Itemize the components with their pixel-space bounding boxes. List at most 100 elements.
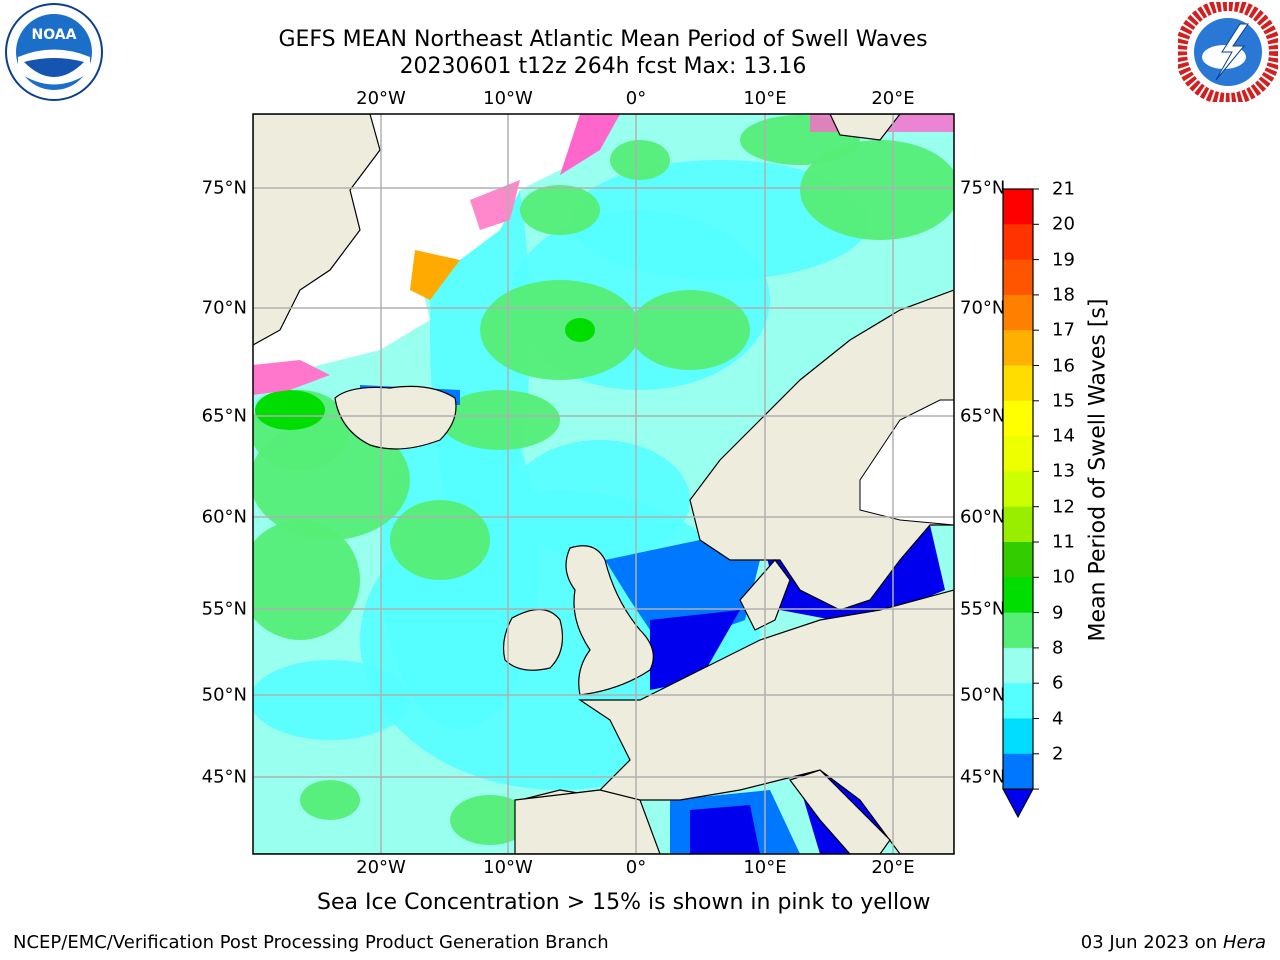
right-lat-tick: 70°N	[960, 297, 1006, 319]
swell-green-patch	[390, 500, 490, 580]
swell-cyan-patch	[570, 160, 870, 280]
swell-green-patch	[450, 795, 530, 845]
scandinavia	[689, 289, 954, 611]
left-lat-tick: 60°N	[201, 506, 247, 528]
colorbar-segment	[1003, 189, 1033, 225]
colorbar-tick-label: 19	[1052, 249, 1075, 271]
colorbar-tick-label: 10	[1052, 566, 1075, 588]
colorbar-tick-label: 14	[1052, 425, 1075, 447]
med-deep-blue	[690, 805, 760, 854]
swell-green-patch	[520, 185, 600, 235]
bottom-lon-tick: 10°W	[483, 857, 533, 878]
chart-subtitle: 20230601 t12z 264h fcst Max: 13.16	[399, 54, 807, 79]
left-lat-tick: 45°N	[201, 766, 247, 788]
colorbar-segment	[1003, 577, 1033, 614]
bottom-lon-tick: 20°E	[871, 857, 915, 878]
swell-cyan-patch	[510, 440, 690, 560]
colorbar-title: Mean Period of Swell Waves [s]	[1085, 298, 1111, 642]
date-stamp: 03 Jun 2023 on Hera	[1081, 932, 1266, 953]
colorbar-tick-label: 17	[1052, 319, 1075, 341]
host-text: Hera	[1222, 932, 1266, 953]
right-lat-tick: 45°N	[960, 766, 1006, 788]
colorbar-segment	[1003, 753, 1033, 790]
swell-peak-patch	[565, 318, 595, 342]
swell-green-patch	[610, 140, 670, 180]
colorbar-under-arrow	[1002, 788, 1034, 819]
colorbar-segment	[1003, 294, 1033, 331]
bottom-lon-tick: 0°	[625, 857, 647, 878]
swell-green-patch	[300, 780, 360, 820]
colorbar-segment	[1003, 612, 1033, 649]
greenland	[253, 114, 381, 346]
sea-ice-edge	[410, 250, 460, 300]
right-lat-tick: 65°N	[960, 405, 1006, 427]
colorbar-segment	[1003, 506, 1033, 543]
colorbar-frame	[1002, 188, 1034, 790]
date-text: 03 Jun 2023 on	[1080, 932, 1223, 953]
map-layers	[253, 114, 954, 854]
colorbar-segment	[1003, 259, 1033, 296]
left-lat-tick: 55°N	[201, 598, 247, 620]
great-britain	[565, 545, 654, 696]
colorbar-tick-label: 9	[1052, 602, 1064, 624]
colorbar-segment	[1003, 647, 1033, 684]
swell-peak-patch	[255, 390, 325, 430]
swell-green-patch	[630, 290, 750, 370]
swell-green-patch	[800, 140, 954, 240]
top-lon-tick: 20°W	[356, 88, 406, 109]
left-lat-tick: 70°N	[201, 297, 247, 319]
iberia	[514, 789, 661, 854]
right-lat-tick: 60°N	[960, 506, 1006, 528]
chart-title: GEFS MEAN Northeast Atlantic Mean Period…	[278, 27, 928, 52]
right-lat-tick: 50°N	[960, 684, 1006, 706]
colorbar-tick-label: 4	[1052, 708, 1064, 729]
top-lon-tick: 10°E	[743, 88, 787, 109]
colorbar-tick-label: 6	[1052, 672, 1064, 694]
sea-ice-edge	[560, 114, 620, 175]
left-lat-tick: 50°N	[201, 684, 247, 706]
colorbar-segment	[1003, 224, 1033, 261]
colorbar-tick-label: 11	[1052, 531, 1075, 553]
colorbar-segment	[1003, 436, 1033, 472]
colorbar-segment	[1003, 471, 1033, 508]
sea-ice-note: Sea Ice Concentration > 15% is shown in …	[317, 890, 931, 915]
credit-text: NCEP/EMC/Verification Post Processing Pr…	[13, 932, 609, 953]
colorbar-segment	[1003, 683, 1033, 719]
bottom-lon-tick: 20°W	[356, 857, 406, 878]
top-lon-tick: 0°	[625, 88, 647, 109]
colorbar-tick-label: 12	[1052, 496, 1075, 518]
map-frame	[252, 113, 955, 855]
swell-green-patch	[440, 390, 560, 450]
colorbar-tick-label: 13	[1052, 460, 1075, 482]
colorbar-segment	[1003, 330, 1033, 366]
left-lat-tick: 65°N	[201, 405, 247, 427]
iceland	[334, 385, 457, 450]
noaa-logo: NOAA	[5, 3, 103, 101]
right-lat-tick: 75°N	[960, 177, 1006, 199]
colorbar-tick-label: 20	[1052, 213, 1075, 235]
sea-ice-edge	[253, 360, 330, 395]
ireland	[502, 608, 563, 671]
svalbard	[829, 114, 901, 141]
colorbar-tick-label: 18	[1052, 284, 1075, 306]
colorbar-tick-label: 8	[1052, 637, 1064, 659]
top-lon-tick: 10°W	[483, 88, 533, 109]
top-lon-tick: 20°E	[871, 88, 915, 109]
noaa-logo-text: NOAA	[32, 27, 77, 43]
colorbar-tick-label: 15	[1052, 390, 1075, 412]
nws-logo	[1178, 2, 1278, 102]
swell-green-patch	[480, 280, 640, 380]
colorbar-segment	[1003, 365, 1033, 402]
north-sea-deep-blue	[650, 610, 740, 690]
right-lat-tick: 55°N	[960, 598, 1006, 620]
colorbar-tick-label: 2	[1052, 743, 1064, 765]
swell-green-patch	[253, 520, 360, 640]
colorbar-segment	[1003, 542, 1033, 578]
swell-cyan-patch	[253, 660, 410, 740]
colorbar-segment	[1003, 718, 1033, 755]
colorbar-tick-label: 16	[1052, 355, 1075, 376]
colorbar-segment	[1003, 400, 1033, 437]
left-lat-tick: 75°N	[201, 177, 247, 199]
bottom-lon-tick: 10°E	[743, 857, 787, 878]
